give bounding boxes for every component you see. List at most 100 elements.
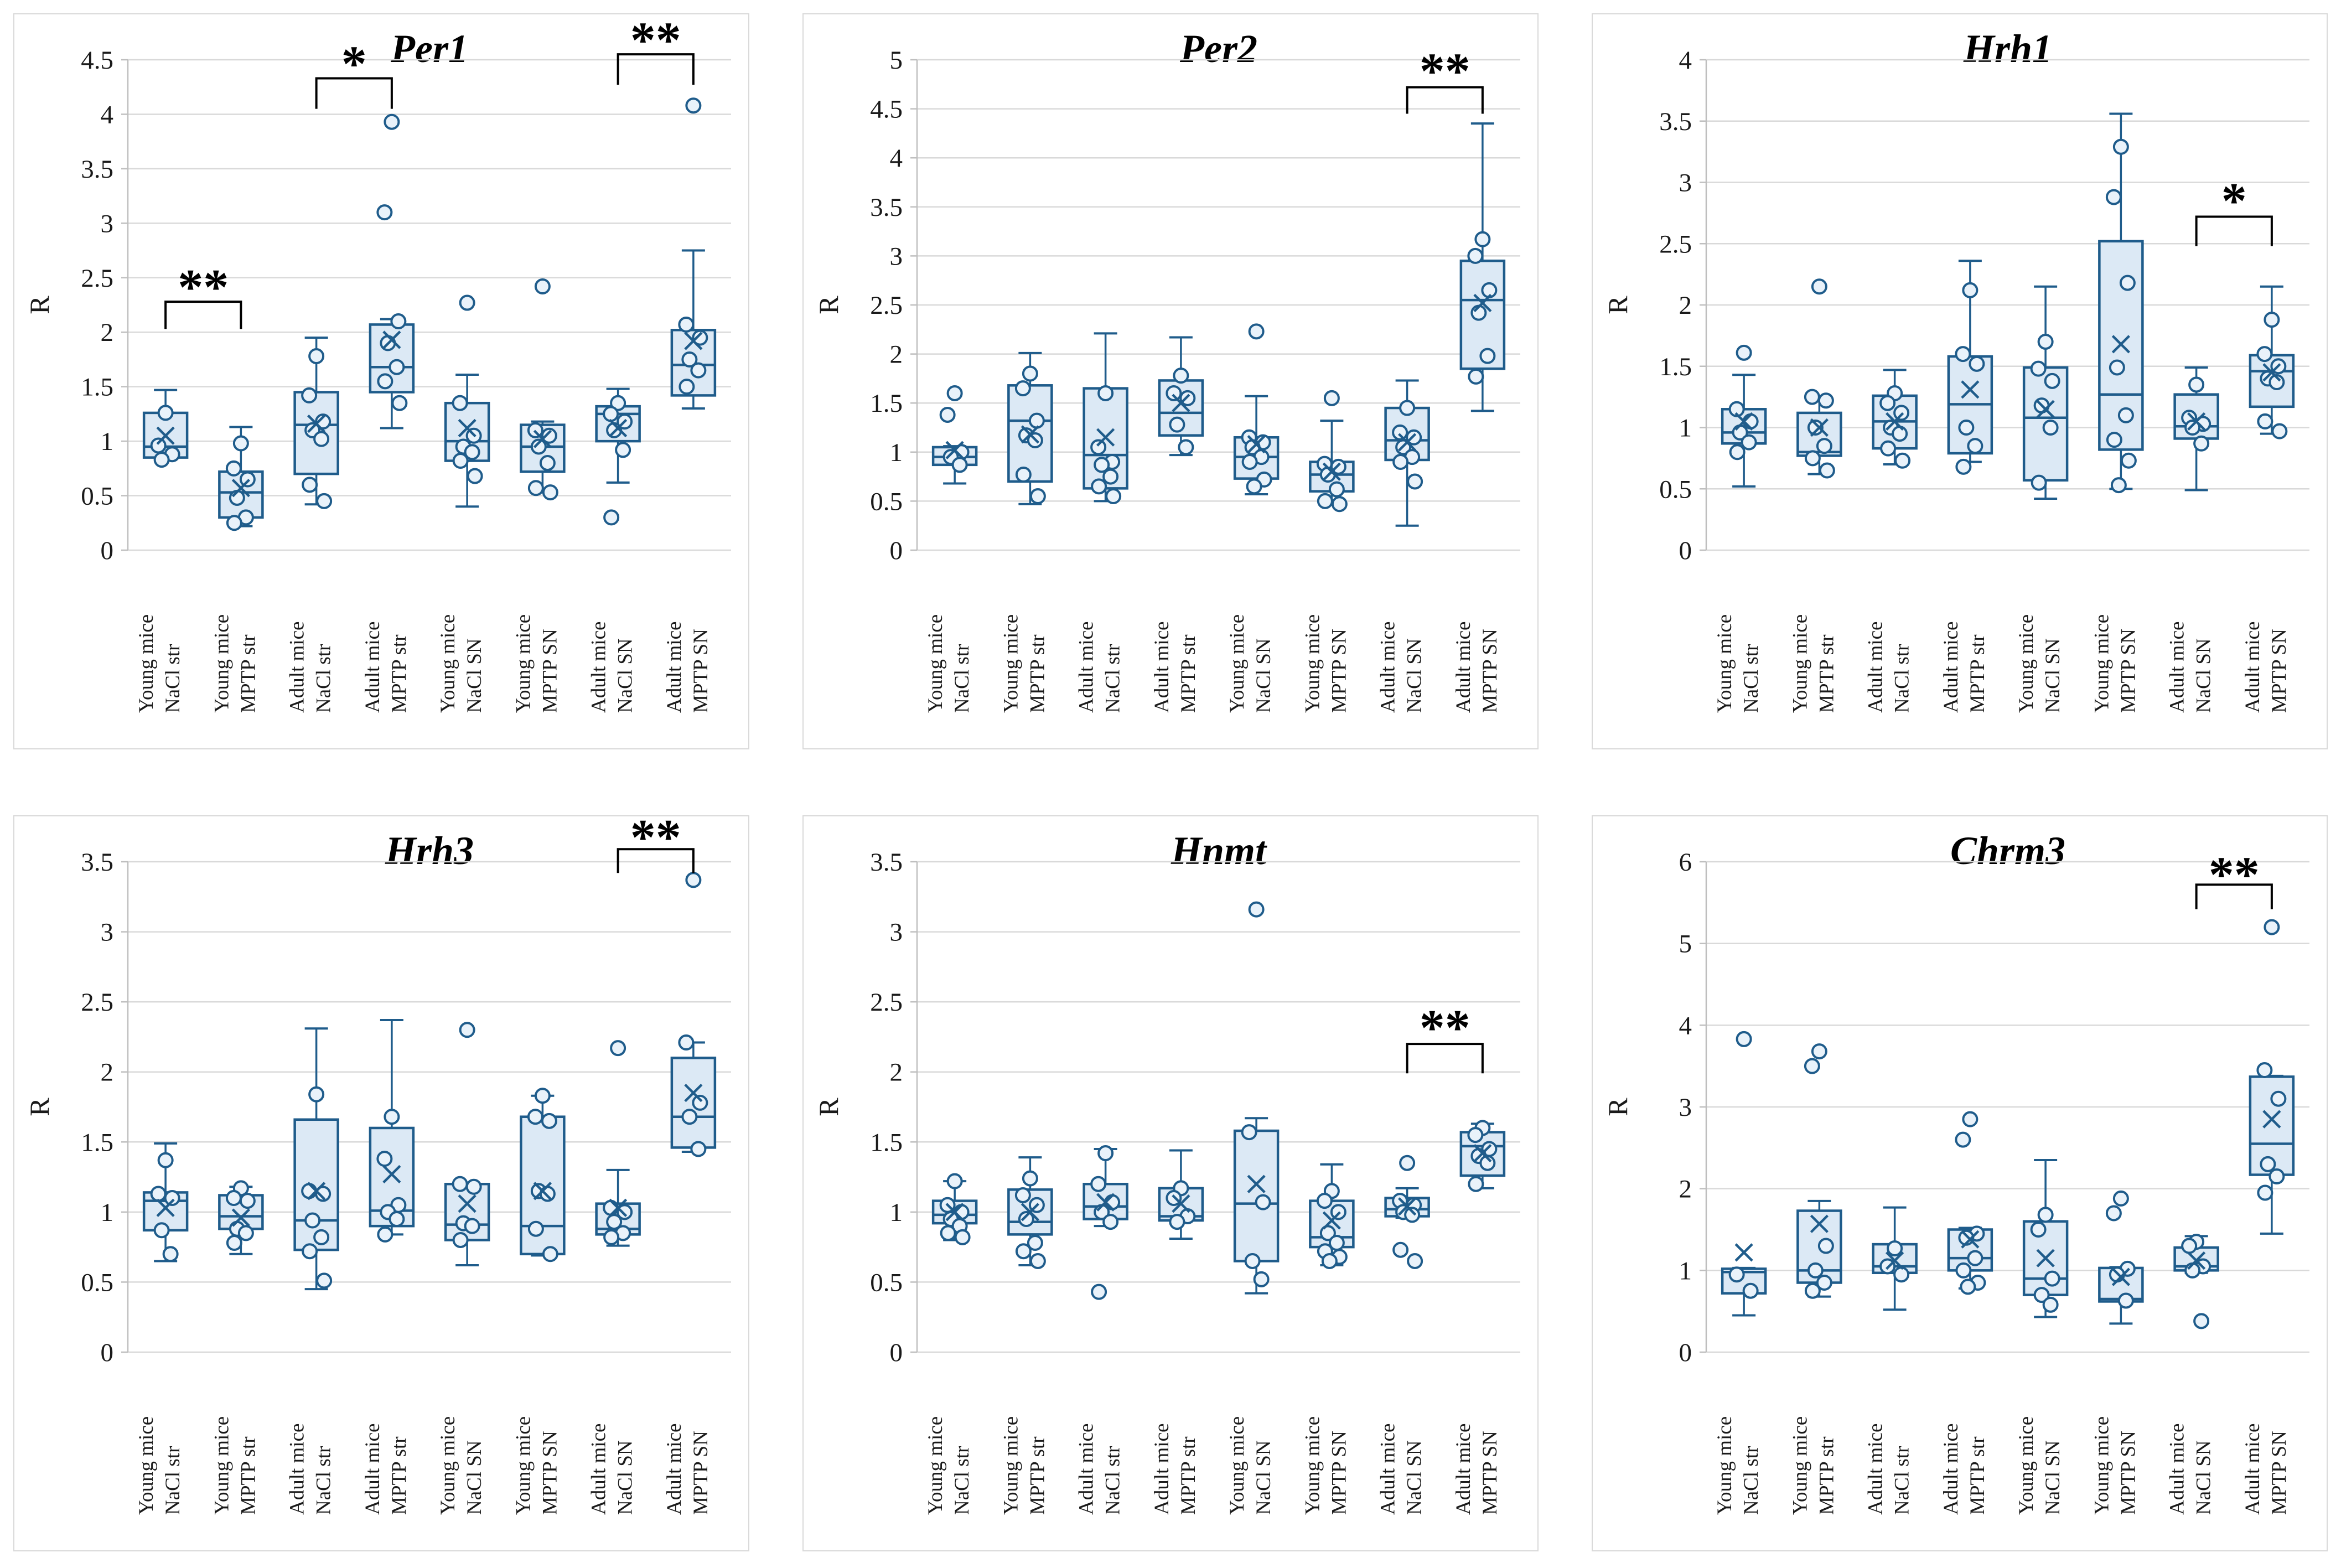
data-point: [678, 316, 695, 333]
mean-x-marker: [458, 1194, 477, 1213]
x-category-line: NaCl SN: [1403, 1440, 1426, 1515]
x-category-line: MPTP str: [388, 634, 411, 713]
x-category-line: Adult mice: [1940, 1424, 1962, 1515]
x-category-label: Young mice MPTP SN: [2090, 1416, 2140, 1515]
x-category-line: MPTP SN: [1328, 1431, 1350, 1515]
x-category-label: Young mice NaCl SN: [437, 614, 486, 713]
data-point: [464, 1218, 480, 1234]
data-point: [951, 457, 968, 473]
data-point: [1468, 368, 1484, 385]
y-tick-label: 0.5: [81, 1268, 113, 1297]
data-point: [232, 435, 249, 452]
data-point: [690, 362, 707, 379]
x-category-label: Adult mice NaCl SN: [588, 1424, 637, 1515]
data-point: [690, 1141, 707, 1157]
x-category-line: MPTP str: [1815, 634, 1838, 713]
gridlines: [1700, 861, 2309, 1353]
panel-card-hnmt: Hnmt 0 0.5 1 1.5 2 2.5 3 3.5 R Young mice NaCl str Y…: [802, 815, 1539, 1551]
x-category-line: NaCl str: [1891, 1446, 1914, 1515]
data-point: [308, 1086, 325, 1103]
x-category-label: Young mice NaCl str: [1713, 1416, 1763, 1515]
x-category-label: Young mice MPTP SN: [2090, 614, 2140, 713]
x-category-line: Adult mice: [2166, 622, 2189, 713]
mean-x-marker: [1096, 428, 1115, 447]
y-tick-label: 5: [890, 46, 903, 75]
data-point: [1468, 1176, 1484, 1192]
x-category-line: Adult mice: [286, 622, 309, 713]
data-point: [692, 329, 708, 346]
data-point: [2117, 407, 2134, 423]
x-category-line: Adult mice: [1377, 622, 1400, 713]
data-point: [2037, 333, 2054, 350]
y-tick-label: 2: [1679, 291, 1692, 320]
box-group: [1872, 1206, 1918, 1311]
x-category-line: MPTP SN: [538, 629, 561, 713]
y-tick-label: 2: [101, 1058, 114, 1087]
y-tick-label: 3.5: [870, 848, 903, 877]
data-point: [1241, 454, 1258, 470]
x-category-line: NaCl str: [313, 1446, 335, 1515]
y-tick-label: 0: [890, 1338, 903, 1367]
box-group: [1459, 122, 1506, 412]
box: [293, 1118, 339, 1251]
box-group: [1796, 1043, 1842, 1299]
x-category-label: Adult mice MPTP SN: [2241, 1424, 2291, 1515]
x-category-line: NaCl str: [162, 1446, 184, 1515]
mean-x-marker: [1398, 1197, 1417, 1216]
data-point: [1955, 458, 1972, 475]
x-category-line: NaCl str: [951, 644, 973, 713]
x-category-line: Adult mice: [2166, 1424, 2189, 1515]
mean-x-marker: [156, 426, 175, 445]
x-category-label: Young mice NaCl str: [924, 614, 973, 713]
x-category-line: NaCl SN: [1252, 638, 1275, 713]
x-category-line: Young mice: [999, 1416, 1022, 1515]
x-category-label: Adult mice MPTP SN: [2241, 622, 2291, 713]
mean-x-marker: [2262, 363, 2281, 382]
data-point: [1328, 481, 1345, 498]
box-group: [2098, 1190, 2144, 1325]
data-point: [301, 387, 318, 403]
box-group: [1233, 901, 1280, 1295]
data-point: [2256, 1062, 2273, 1079]
data-point: [2181, 1238, 2198, 1254]
data-point: [1962, 1111, 1979, 1127]
box-group: [218, 426, 264, 531]
x-category-line: Young mice: [512, 1416, 535, 1515]
mean-x-marker: [307, 415, 326, 433]
gridlines: [910, 861, 1520, 1353]
box: [1233, 1129, 1280, 1262]
panel-card-per1: Per1 0 0.5 1 1.5 2 2.5 3 3.5 4 4.5 R Young mice NaCl …: [13, 13, 749, 749]
data-point: [1887, 1240, 1903, 1256]
data-point: [1955, 1262, 1972, 1279]
data-point: [606, 1214, 623, 1230]
data-point: [1029, 488, 1046, 505]
y-tick-label: 0.5: [870, 487, 903, 516]
mean-x-marker: [1096, 1193, 1115, 1212]
box-group: [1007, 1156, 1053, 1269]
x-category-label: Young mice MPTP SN: [512, 1416, 561, 1515]
data-point: [1960, 1279, 1976, 1295]
y-tick-label: 2: [890, 1058, 903, 1087]
data-point: [679, 379, 695, 395]
data-point: [1248, 323, 1265, 340]
x-category-label: Young mice MPTP str: [210, 614, 260, 713]
data-point: [301, 1183, 318, 1199]
y-tick-label: 0.5: [870, 1268, 903, 1297]
box-group: [1947, 260, 1993, 475]
box-group: [2098, 112, 2144, 494]
mean-x-marker: [1172, 394, 1190, 412]
data-point: [384, 1109, 400, 1125]
data-point: [1399, 1155, 1416, 1171]
data-point: [541, 427, 557, 444]
x-category-line: Adult mice: [361, 1424, 384, 1515]
data-point: [2030, 360, 2047, 377]
data-point: [2188, 376, 2205, 393]
y-tick-label: 1: [101, 1198, 114, 1227]
data-point: [1811, 1043, 1827, 1060]
y-tick-label: 0: [1679, 1338, 1692, 1367]
significance-bracket: [617, 53, 695, 85]
chart-title: Chrm3: [1950, 829, 2065, 873]
data-point: [954, 1229, 971, 1245]
x-category-line: NaCl SN: [2042, 1440, 2064, 1515]
